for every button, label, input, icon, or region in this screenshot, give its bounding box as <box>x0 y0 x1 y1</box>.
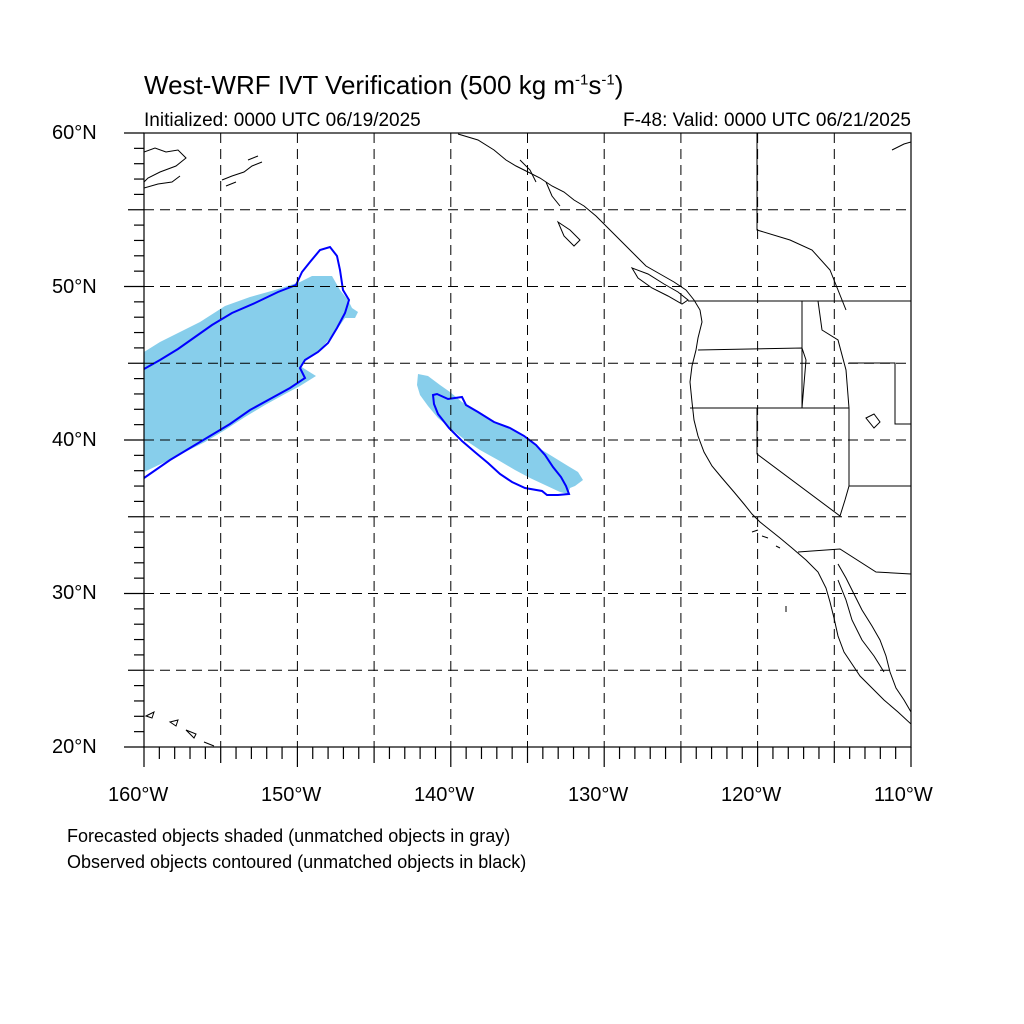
observed-objects <box>144 245 571 496</box>
lon-label-160w: 160°W <box>108 784 169 806</box>
pacific-northwest-coast <box>457 133 911 725</box>
lon-label-140w: 140°W <box>414 784 475 806</box>
vancouver-island <box>630 267 689 305</box>
lon-label-110w: 110°W <box>874 784 933 806</box>
valid-time-label: F-48: Valid: 0000 UTC 06/21/2025 <box>623 110 911 131</box>
init-time-label: Initialized: 0000 UTC 06/19/2025 <box>144 110 421 131</box>
idaho-border <box>801 300 850 409</box>
title-exp1: -1 <box>575 71 589 89</box>
forecast-object-west <box>144 276 358 472</box>
title-end: ) <box>614 70 624 100</box>
title-main: West-WRF IVT Verification (500 kg m <box>144 70 576 100</box>
lon-label-120w: 120°W <box>721 784 782 806</box>
lon-label-150w: 150°W <box>261 784 322 806</box>
lat-label-20n: 20°N <box>52 736 97 758</box>
title-exp2: -1 <box>601 71 615 89</box>
ne-canada-coast <box>891 141 911 151</box>
lat-label-60n: 60°N <box>52 122 97 144</box>
hawaii-islands <box>144 711 215 747</box>
graticule <box>144 133 911 747</box>
mexico-border <box>797 548 911 575</box>
forecast-object-central <box>417 374 583 494</box>
lat-label-40n: 40°N <box>52 429 97 451</box>
baja-california <box>837 563 911 713</box>
lat-label-30n: 30°N <box>52 582 97 604</box>
observed-note: Observed objects contoured (unmatched ob… <box>67 852 527 872</box>
observed-object-west <box>144 245 351 479</box>
alaska-islands <box>144 155 263 189</box>
canada-interior <box>756 133 847 311</box>
title-mid: s <box>588 70 602 100</box>
great-salt-lake <box>865 413 881 429</box>
chart-title: West-WRF IVT Verification (500 kg m-1s-1… <box>144 70 623 101</box>
lon-label-130w: 130°W <box>568 784 629 806</box>
alaska-coast <box>144 147 187 183</box>
coastlines <box>144 133 911 747</box>
lat-label-50n: 50°N <box>52 276 97 298</box>
alaska-panhandle-islands <box>519 159 581 247</box>
forecast-note: Forecasted objects shaded (unmatched obj… <box>67 826 511 846</box>
montana-wyoming-border <box>849 362 911 487</box>
nevada-border <box>756 408 850 517</box>
forecast-objects <box>144 276 583 494</box>
washington-oregon-border <box>697 347 807 409</box>
observed-object-central <box>431 392 571 496</box>
channel-islands <box>751 529 787 612</box>
plot-frame <box>124 132 912 767</box>
